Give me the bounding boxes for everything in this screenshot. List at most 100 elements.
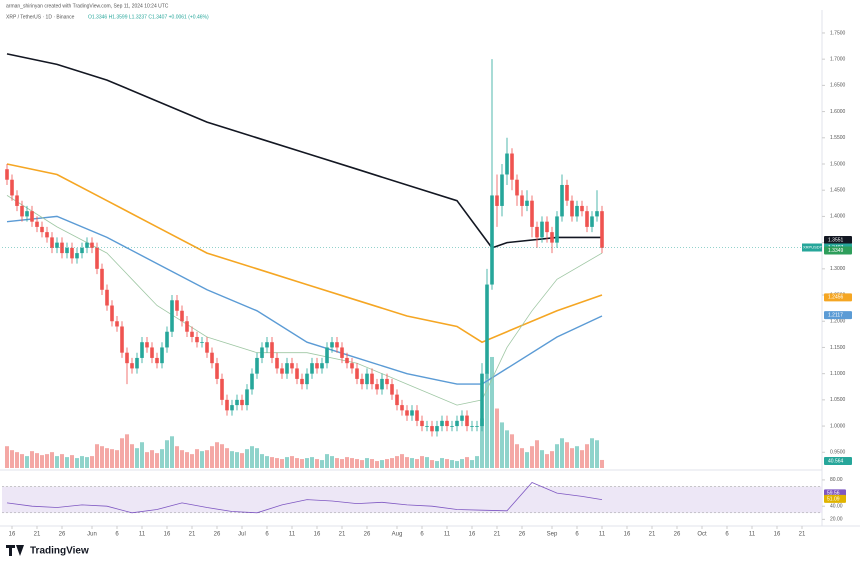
candle-body [210, 352, 214, 364]
candle-body [340, 347, 344, 358]
candle-body [420, 420, 424, 427]
candle-body [470, 426, 474, 427]
y-tick-label: 1.5000 [830, 161, 846, 167]
candle-body [330, 342, 334, 348]
y-tick-label: 1.0000 [830, 423, 846, 429]
y-tick-label: 1.0500 [830, 397, 846, 403]
candle-body [315, 363, 319, 369]
rsi-tick-label: 80.00 [830, 477, 843, 483]
candle-body [65, 247, 69, 254]
volume-bar [55, 456, 59, 468]
candle-body [160, 347, 164, 364]
price-tag [824, 246, 852, 255]
candle-body [490, 195, 494, 285]
volume-bar [530, 446, 534, 468]
candle-body [480, 373, 484, 427]
candle-body [410, 410, 414, 416]
volume-bar [285, 457, 289, 468]
volume-bar [565, 442, 569, 468]
moving-average [6, 163, 603, 344]
candle-body [260, 347, 264, 358]
candle-body [305, 373, 309, 385]
price-tag-label: 1.3349 [828, 248, 844, 254]
x-tick-label: 21 [339, 532, 346, 538]
volume-bar [30, 451, 34, 468]
volume-bar [555, 444, 559, 468]
volume-bar [405, 457, 409, 468]
rsi-tag [824, 494, 846, 503]
candle-body [405, 410, 409, 416]
candle-body [235, 399, 239, 406]
volume-bar [425, 457, 429, 468]
symbol-tag-label: XRPUSDT [803, 245, 823, 250]
candle-body [150, 347, 154, 358]
volume-bar [490, 356, 494, 468]
candle-body [115, 321, 119, 327]
volume-bar [90, 456, 94, 468]
volume-bar [510, 434, 514, 468]
volume-bar [385, 459, 389, 468]
candle-body [5, 169, 9, 180]
candle-body [560, 184, 564, 217]
volume-bar [420, 456, 424, 468]
candle-body [180, 310, 184, 322]
candle-body [10, 179, 14, 196]
volume-bar [170, 436, 174, 468]
candle-body [355, 368, 359, 379]
y-tick-label: 1.5500 [830, 135, 846, 141]
y-tick-label: 1.7000 [830, 57, 846, 63]
volume-bar [235, 452, 239, 468]
volume-bar [50, 452, 54, 468]
x-tick-label: 16 [314, 532, 321, 538]
volume-bar [180, 450, 184, 468]
volume-bar [140, 442, 144, 468]
volume-bar [410, 458, 414, 468]
candle-body [95, 247, 99, 269]
volume-bar [105, 448, 109, 468]
volume-bar [40, 455, 44, 468]
moving-average [6, 195, 603, 406]
x-tick-label: 11 [749, 532, 756, 538]
candle-body [140, 342, 144, 358]
volume-bar [25, 456, 29, 468]
volume-bar [580, 450, 584, 468]
candle-body [110, 305, 114, 322]
candle-body [500, 174, 504, 206]
candle-body [170, 300, 174, 332]
volume-bar [370, 459, 374, 468]
rsi-tag-label: 51.09 [827, 496, 840, 502]
x-tick-label: 16 [624, 532, 631, 538]
volume-bar [20, 454, 24, 468]
volume-bar [280, 459, 284, 468]
rsi-line [6, 482, 603, 514]
candle-body [460, 415, 464, 421]
candle-body [505, 153, 509, 175]
candle-body [570, 200, 574, 217]
candle-body [450, 426, 454, 427]
candle-body [360, 378, 364, 385]
symbol-tag [802, 243, 822, 252]
volume-bar [185, 452, 189, 468]
candle-body [35, 221, 39, 227]
candle-body [520, 195, 524, 206]
candle-body [105, 289, 109, 306]
candle-body [90, 242, 94, 248]
candle-body [25, 211, 29, 217]
candle-body [585, 211, 589, 227]
volume-bar [590, 438, 594, 468]
candle-body [365, 373, 369, 385]
y-tick-label: 1.2000 [830, 319, 846, 325]
volume-bar [595, 440, 599, 468]
volume-bar [440, 458, 444, 468]
price-tag-label: 1.3551 [828, 237, 844, 243]
candle-body [425, 426, 429, 427]
candle-body [120, 326, 124, 353]
x-tick-label: 11 [289, 532, 296, 538]
volume-bar [535, 440, 539, 468]
volume-bar [230, 451, 234, 468]
volume-bar [400, 454, 404, 468]
volume-bar [240, 453, 244, 468]
volume-tag-label: 40.564 [828, 458, 844, 464]
x-tick-label: 26 [674, 532, 681, 538]
volume-bar [305, 458, 309, 468]
